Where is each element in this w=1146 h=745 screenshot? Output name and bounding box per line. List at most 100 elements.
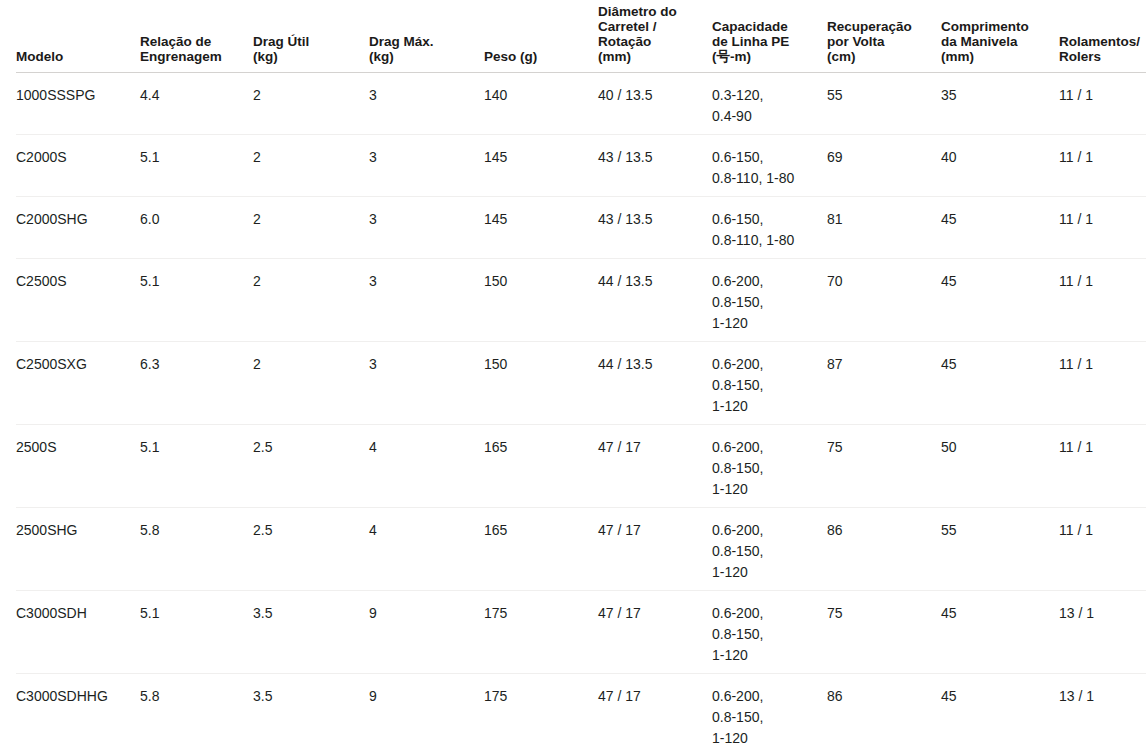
cell-rolamentos: 13 / 1 [1059,591,1146,674]
table-row: C2500S5.12315044 / 13.50.6-200, 0.8-150,… [16,259,1146,342]
table-row: C2000S5.12314543 / 13.50.6-150, 0.8-110,… [16,135,1146,197]
column-header-modelo: Modelo [16,0,140,73]
table-row: C3000SDHHG5.83.5917547 / 170.6-200, 0.8-… [16,674,1146,745]
cell-comprimento: 55 [941,508,1059,591]
cell-rolamentos: 11 / 1 [1059,73,1146,135]
cell-recuperacao: 70 [827,259,941,342]
cell-peso: 165 [484,425,598,508]
cell-diametro: 44 / 13.5 [598,259,712,342]
cell-capacidade: 0.6-200, 0.8-150, 1-120 [712,508,827,591]
cell-recuperacao: 69 [827,135,941,197]
cell-relacao: 5.8 [140,674,253,745]
cell-comprimento: 45 [941,197,1059,259]
table-body: 1000SSSPG4.42314040 / 13.50.3-120, 0.4-9… [16,73,1146,745]
cell-comprimento: 45 [941,591,1059,674]
column-header-relacao: Relação de Engrenagem [140,0,253,73]
cell-comprimento: 45 [941,342,1059,425]
cell-modelo: C3000SDH [16,591,140,674]
cell-drag-util: 2 [253,197,369,259]
table-row: 2500S5.12.5416547 / 170.6-200, 0.8-150, … [16,425,1146,508]
cell-comprimento: 50 [941,425,1059,508]
cell-diametro: 43 / 13.5 [598,135,712,197]
table-row: 2500SHG5.82.5416547 / 170.6-200, 0.8-150… [16,508,1146,591]
table-row: C3000SDH5.13.5917547 / 170.6-200, 0.8-15… [16,591,1146,674]
reel-specs-table: ModeloRelação de EngrenagemDrag Útil (kg… [16,0,1146,745]
cell-recuperacao: 75 [827,591,941,674]
cell-rolamentos: 11 / 1 [1059,508,1146,591]
cell-capacidade: 0.6-200, 0.8-150, 1-120 [712,674,827,745]
cell-peso: 175 [484,674,598,745]
cell-drag-util: 2 [253,342,369,425]
column-header-drag-max: Drag Máx. (kg) [369,0,484,73]
cell-modelo: C3000SDHHG [16,674,140,745]
cell-rolamentos: 11 / 1 [1059,425,1146,508]
cell-peso: 150 [484,342,598,425]
cell-recuperacao: 86 [827,674,941,745]
cell-modelo: C2500SXG [16,342,140,425]
cell-modelo: 2500S [16,425,140,508]
cell-recuperacao: 55 [827,73,941,135]
table-row: 1000SSSPG4.42314040 / 13.50.3-120, 0.4-9… [16,73,1146,135]
cell-modelo: C2500S [16,259,140,342]
cell-peso: 140 [484,73,598,135]
column-header-recuperacao: Recuperação por Volta (cm) [827,0,941,73]
cell-rolamentos: 11 / 1 [1059,259,1146,342]
cell-drag-util: 2 [253,135,369,197]
cell-drag-max: 3 [369,259,484,342]
cell-modelo: 2500SHG [16,508,140,591]
reel-specs-page: ModeloRelação de EngrenagemDrag Útil (kg… [0,0,1146,745]
column-header-rolamentos: Rolamentos/ Rolers [1059,0,1146,73]
table-header: ModeloRelação de EngrenagemDrag Útil (kg… [16,0,1146,73]
cell-recuperacao: 86 [827,508,941,591]
column-header-diametro: Diâmetro do Carretel / Rotação (mm) [598,0,712,73]
cell-relacao: 5.1 [140,259,253,342]
cell-drag-max: 3 [369,342,484,425]
cell-capacidade: 0.6-200, 0.8-150, 1-120 [712,259,827,342]
cell-modelo: 1000SSSPG [16,73,140,135]
cell-peso: 175 [484,591,598,674]
cell-recuperacao: 87 [827,342,941,425]
cell-drag-max: 9 [369,591,484,674]
cell-relacao: 6.3 [140,342,253,425]
cell-comprimento: 35 [941,73,1059,135]
cell-peso: 165 [484,508,598,591]
cell-drag-max: 9 [369,674,484,745]
cell-drag-max: 3 [369,73,484,135]
cell-capacidade: 0.6-150, 0.8-110, 1-80 [712,135,827,197]
cell-drag-util: 2 [253,73,369,135]
cell-peso: 150 [484,259,598,342]
cell-drag-max: 4 [369,508,484,591]
cell-diametro: 47 / 17 [598,508,712,591]
cell-peso: 145 [484,135,598,197]
cell-comprimento: 45 [941,259,1059,342]
cell-modelo: C2000S [16,135,140,197]
header-row: ModeloRelação de EngrenagemDrag Útil (kg… [16,0,1146,73]
cell-drag-max: 4 [369,425,484,508]
cell-capacidade: 0.6-200, 0.8-150, 1-120 [712,425,827,508]
cell-diametro: 43 / 13.5 [598,197,712,259]
cell-drag-max: 3 [369,197,484,259]
cell-drag-util: 2 [253,259,369,342]
cell-rolamentos: 11 / 1 [1059,342,1146,425]
column-header-peso: Peso (g) [484,0,598,73]
cell-rolamentos: 11 / 1 [1059,197,1146,259]
cell-diametro: 40 / 13.5 [598,73,712,135]
table-row: C2000SHG6.02314543 / 13.50.6-150, 0.8-11… [16,197,1146,259]
cell-rolamentos: 13 / 1 [1059,674,1146,745]
cell-drag-util: 2.5 [253,508,369,591]
cell-comprimento: 45 [941,674,1059,745]
cell-diametro: 47 / 17 [598,591,712,674]
column-header-comprimento: Comprimento da Manivela (mm) [941,0,1059,73]
cell-capacidade: 0.6-200, 0.8-150, 1-120 [712,591,827,674]
cell-capacidade: 0.6-200, 0.8-150, 1-120 [712,342,827,425]
cell-rolamentos: 11 / 1 [1059,135,1146,197]
cell-relacao: 5.1 [140,135,253,197]
cell-capacidade: 0.3-120, 0.4-90 [712,73,827,135]
cell-drag-util: 3.5 [253,591,369,674]
cell-drag-util: 2.5 [253,425,369,508]
cell-diametro: 47 / 17 [598,425,712,508]
cell-relacao: 5.1 [140,591,253,674]
cell-capacidade: 0.6-150, 0.8-110, 1-80 [712,197,827,259]
cell-recuperacao: 81 [827,197,941,259]
column-header-capacidade: Capacidade de Linha PE (号-m) [712,0,827,73]
